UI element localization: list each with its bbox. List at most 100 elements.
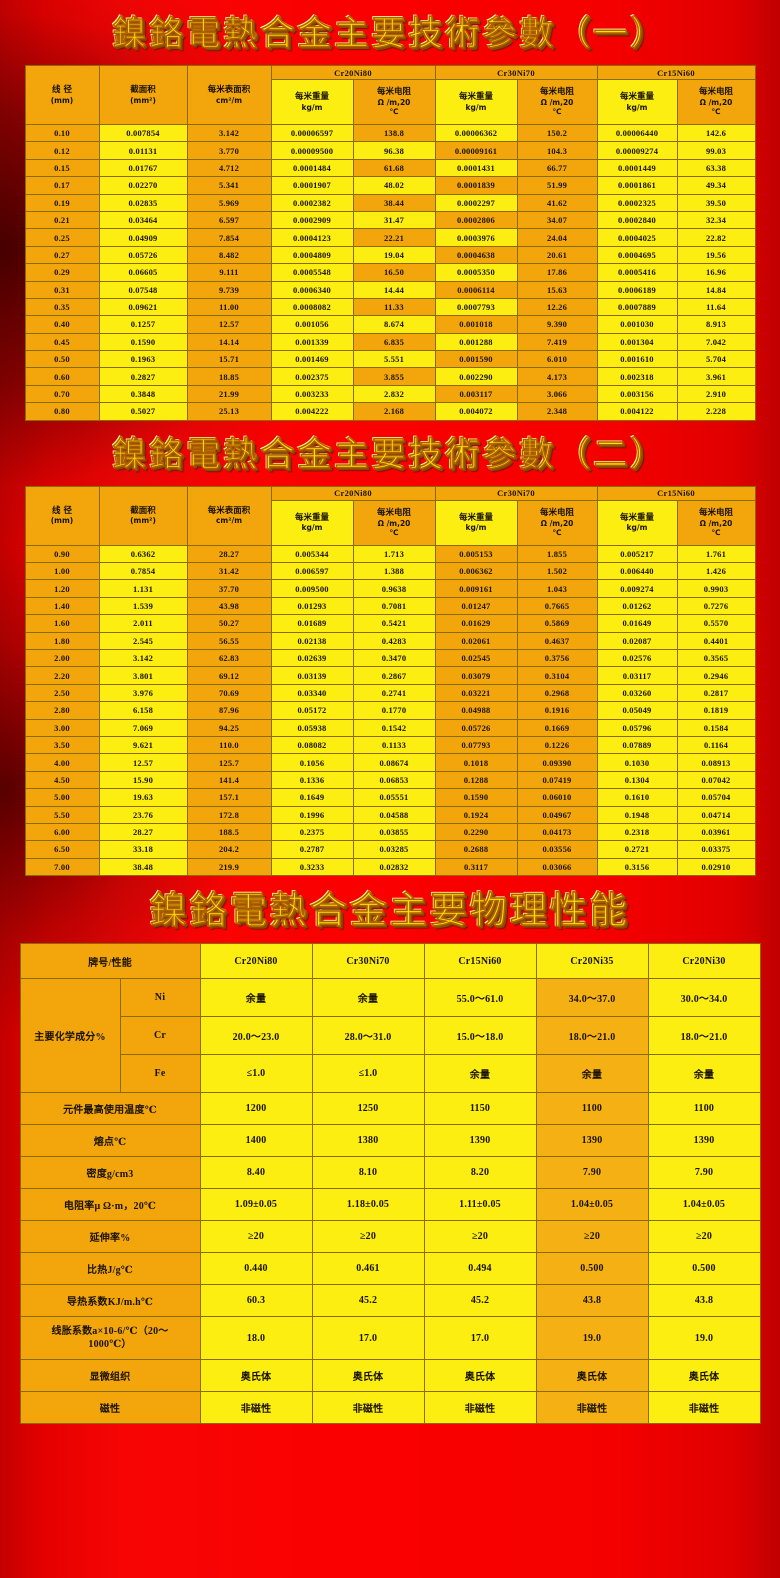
alloy-group-header-Cr30Ni70: Cr30Ni70 — [434, 485, 598, 501]
sub-header-resistance-Cr15Ni60: 每米电阻 Ω /m,20 ℃ — [676, 499, 756, 546]
sub-header-weight-Cr15Ni60: 每米重量 kg/m — [596, 79, 678, 125]
property-value: 奥氏体 — [423, 1359, 537, 1393]
table-cell: 0.70 — [24, 384, 100, 404]
table-cell: 0.1584 — [676, 718, 756, 737]
table-cell: 5.50 — [24, 805, 100, 824]
table-cell: 8.913 — [676, 315, 756, 334]
table-cell: 0.19 — [24, 193, 100, 212]
table-cell: 3.801 — [98, 666, 188, 685]
table-cell: 8.482 — [186, 245, 272, 265]
table-cell: 7.042 — [676, 332, 756, 352]
table-cell: 0.0006340 — [270, 280, 354, 299]
property-value: 0.461 — [311, 1252, 425, 1286]
table-cell: 0.3565 — [676, 648, 756, 668]
property-value: 45.2 — [423, 1284, 537, 1318]
table-cell: 0.1056 — [270, 753, 354, 772]
table-cell: 0.0006189 — [596, 280, 678, 299]
table-cell: 104.3 — [516, 141, 598, 160]
table-cell: 2.545 — [98, 631, 188, 650]
alloy-column-header-Cr20Ni80: Cr20Ni80 — [199, 943, 313, 980]
property-value: ≥20 — [311, 1220, 425, 1254]
sub-header-resistance-Cr20Ni80: 每米电阻 Ω /m,20 ℃ — [352, 499, 436, 546]
sub-header-unit2: ℃ — [389, 527, 399, 537]
sub-header-name: 每米电阻 — [539, 87, 574, 98]
table-cell: 0.03221 — [434, 683, 518, 703]
page-title-technical-params-2: 鎳鉻電熱合金主要技術參數（二） — [112, 434, 668, 475]
table-1-container: 线 径 (mm) 截面积 (mm²) 每米表面积 cm²/m Cr20Ni80 Cr30Ni7… — [0, 51, 780, 421]
table-cell: 6.597 — [186, 210, 272, 230]
table-cell: 141.4 — [186, 770, 272, 790]
table-cell: 56.55 — [186, 631, 272, 650]
table-cell: 0.0004695 — [596, 245, 678, 265]
table-cell: 0.006597 — [270, 562, 354, 581]
table-row: 1.00 0.7854 31.42 0.006597 1.388 0.006362 1.50… — [24, 562, 756, 581]
property-value: 1100 — [535, 1092, 649, 1126]
table-cell: 0.001304 — [596, 332, 678, 352]
table-cell: 0.0004809 — [270, 245, 354, 265]
property-value: 43.8 — [647, 1284, 761, 1318]
table-cell: 0.02270 — [98, 176, 188, 195]
sub-header-resistance-Cr20Ni80: 每米电阻 Ω /m,20 ℃ — [352, 79, 436, 125]
table-cell: 0.05551 — [352, 788, 436, 807]
table-cell: 0.02835 — [98, 193, 188, 212]
property-label: 延伸率% — [19, 1220, 201, 1254]
table-cell: 3.00 — [24, 718, 100, 737]
table-cell: 0.06605 — [98, 263, 188, 282]
table-cell: 0.4283 — [352, 631, 436, 650]
table-cell: 12.57 — [98, 753, 188, 772]
table-cell: 18.85 — [186, 367, 272, 386]
table-cell: 0.04588 — [352, 805, 436, 824]
property-value: 1.04±0.05 — [535, 1188, 649, 1222]
sub-header-resistance-Cr15Ni60: 每米电阻 Ω /m,20 ℃ — [676, 79, 756, 125]
table-cell: 3.50 — [24, 735, 100, 755]
table-cell: 0.07548 — [98, 280, 188, 299]
property-value: ≥20 — [423, 1220, 537, 1254]
table-cell: 16.96 — [676, 263, 756, 282]
table-cell: 0.01247 — [434, 596, 518, 616]
table-cell: 0.01262 — [596, 596, 678, 616]
table-cell: 0.6362 — [98, 544, 188, 564]
sub-header-unit: Ω /m,20 — [699, 518, 733, 528]
table-cell: 11.33 — [352, 297, 436, 317]
table-cell: 0.009161 — [434, 579, 518, 598]
sub-header-weight-Cr20Ni80: 每米重量 kg/m — [270, 79, 354, 125]
property-value: 18.0 — [199, 1316, 313, 1361]
table-cell: 0.12 — [24, 141, 100, 160]
table-cell: 2.50 — [24, 683, 100, 703]
table-cell: 0.5421 — [352, 614, 436, 633]
table-cell: 37.70 — [186, 579, 272, 598]
table-cell: 15.71 — [186, 350, 272, 369]
table-cell: 0.40 — [24, 315, 100, 334]
table-cell: 0.27 — [24, 245, 100, 265]
table-cell: 0.1916 — [516, 701, 598, 720]
table-cell: 0.00009500 — [270, 141, 354, 160]
table-cell: 41.62 — [516, 193, 598, 212]
table-row: 5.00 19.63 157.1 0.1649 0.05551 0.1590 0.06010… — [24, 788, 756, 807]
table-cell: 6.835 — [352, 332, 436, 352]
table-cell: 6.50 — [24, 840, 100, 859]
table-cell: 0.3233 — [270, 857, 354, 877]
table-cell: 1.539 — [98, 596, 188, 616]
table-cell: 0.00006440 — [596, 123, 678, 143]
table-cell: 8.674 — [352, 315, 436, 334]
table-cell: 0.50 — [24, 350, 100, 369]
table-cell: 0.002290 — [434, 367, 518, 386]
table-cell: 1.761 — [676, 544, 756, 564]
col-header-unit: (mm²) — [130, 95, 156, 105]
table-cell: 69.12 — [186, 666, 272, 685]
table-cell: 0.1336 — [270, 770, 354, 790]
table-cell: 150.2 — [516, 123, 598, 143]
table-cell: 50.27 — [186, 614, 272, 633]
property-value: 17.0 — [311, 1316, 425, 1361]
table-cell: 0.009500 — [270, 579, 354, 598]
table-row: 0.10 0.007854 3.142 0.00006597 138.8 0.000063… — [24, 123, 756, 143]
table-cell: 3.066 — [516, 384, 598, 404]
table-cell: 0.04714 — [676, 805, 756, 824]
table-row: 6.00 28.27 188.5 0.2375 0.03855 0.2290 0.04173… — [24, 822, 756, 842]
table-cell: 0.004122 — [596, 402, 678, 421]
table-cell: 0.31 — [24, 280, 100, 299]
table-cell: 0.00006597 — [270, 123, 354, 143]
table-cell: 0.0004025 — [596, 228, 678, 247]
table-cell: 0.0002382 — [270, 193, 354, 212]
table-cell: 70.69 — [186, 683, 272, 703]
